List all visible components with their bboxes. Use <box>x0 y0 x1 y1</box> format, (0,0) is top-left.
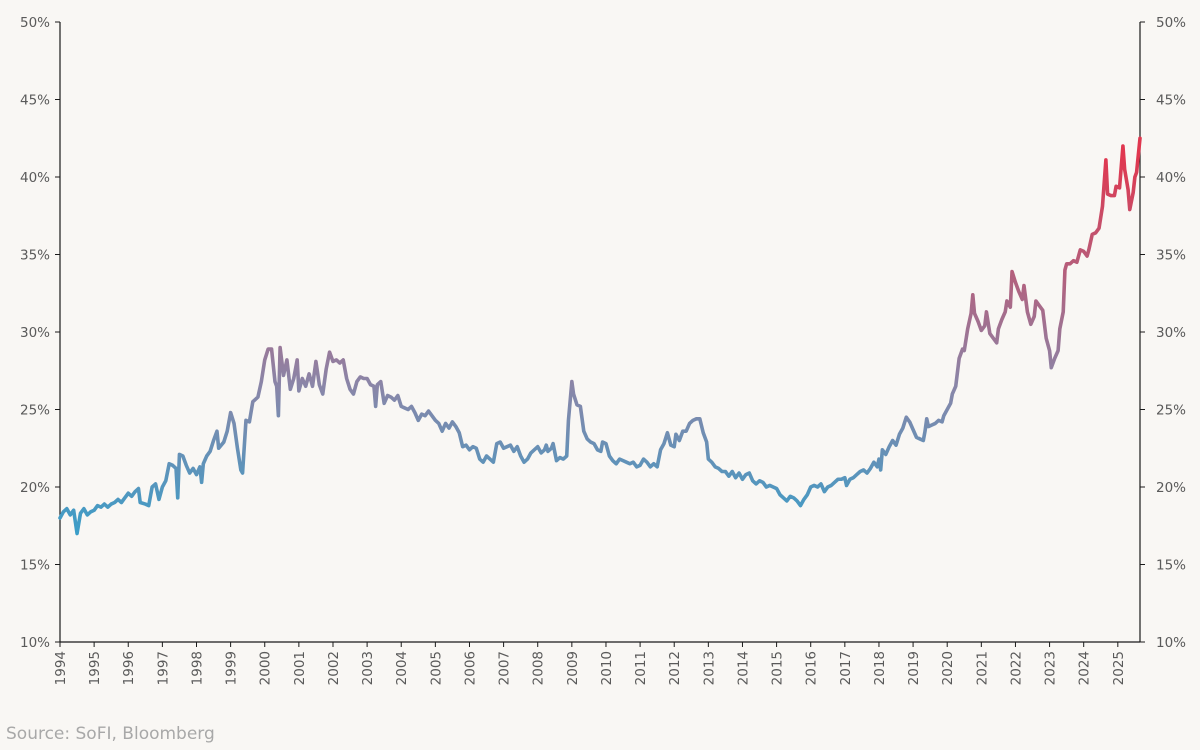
y-tick-label-left: 20% <box>20 480 50 496</box>
y-tick-label-right: 15% <box>1156 558 1186 574</box>
x-tick-label: 2013 <box>701 651 717 685</box>
x-tick-label: 2014 <box>735 651 751 685</box>
y-tick-label-left: 15% <box>20 558 50 574</box>
x-tick-label: 2002 <box>326 651 342 685</box>
x-tick-label: 2018 <box>872 651 888 685</box>
x-tick-label: 2010 <box>599 651 615 685</box>
x-tick-label: 2003 <box>360 651 376 685</box>
x-tick-label: 1996 <box>121 651 137 685</box>
x-tick-label: 2000 <box>258 651 274 685</box>
x-tick-label: 2012 <box>667 651 683 685</box>
y-axis-left: 10% 15% 20% 25% 30% 35% 40% 45% 50% <box>20 15 60 651</box>
y-tick-label-right: 45% <box>1156 93 1186 109</box>
y-tick-label-right: 30% <box>1156 325 1186 341</box>
y-tick-label-left: 40% <box>20 170 50 186</box>
x-tick-label: 2001 <box>292 651 308 685</box>
x-tick-label: 2004 <box>394 651 410 685</box>
x-tick-label: 2021 <box>974 651 990 685</box>
x-tick-label: 1994 <box>53 651 69 685</box>
x-tick-label: 2024 <box>1077 651 1093 685</box>
x-tick-label: 1999 <box>224 651 240 685</box>
y-tick-label-left: 10% <box>20 635 50 651</box>
x-tick-label: 1995 <box>87 651 103 685</box>
x-tick-label: 1997 <box>155 651 171 685</box>
y-tick-label-right: 35% <box>1156 248 1186 264</box>
x-tick-label: 2015 <box>770 651 786 685</box>
x-tick-label: 1998 <box>189 651 205 685</box>
x-tick-label: 2019 <box>906 651 922 685</box>
x-tick-label: 2022 <box>1008 651 1024 685</box>
series-line <box>58 136 1142 536</box>
x-tick-label: 2025 <box>1111 651 1127 685</box>
source-note: Source: SoFI, Bloomberg <box>6 724 215 744</box>
y-axis-right: 10% 15% 20% 25% 30% 35% 40% 45% 50% <box>1140 15 1186 651</box>
x-tick-label: 2023 <box>1043 651 1059 685</box>
x-tick-label: 2007 <box>497 651 513 685</box>
x-tick-label: 2020 <box>940 651 956 685</box>
x-axis: 1994 1995 1996 1997 1998 1999 2000 2001 2002 2003… <box>53 642 1127 685</box>
y-tick-label-left: 35% <box>20 248 50 264</box>
x-tick-label: 2006 <box>462 651 478 685</box>
x-tick-label: 2016 <box>804 651 820 685</box>
y-tick-label-left: 50% <box>20 15 50 31</box>
y-tick-label-left: 45% <box>20 93 50 109</box>
x-tick-label: 2009 <box>565 651 581 685</box>
x-tick-label: 2011 <box>633 651 649 685</box>
y-tick-label-left: 25% <box>20 403 50 419</box>
y-tick-label-right: 50% <box>1156 15 1186 31</box>
y-tick-label-right: 25% <box>1156 403 1186 419</box>
x-tick-label: 2005 <box>428 651 444 685</box>
y-tick-label-left: 30% <box>20 325 50 341</box>
y-tick-label-right: 10% <box>1156 635 1186 651</box>
y-tick-label-right: 40% <box>1156 170 1186 186</box>
x-tick-label: 2008 <box>531 651 547 685</box>
x-tick-label: 2017 <box>838 651 854 685</box>
y-tick-label-right: 20% <box>1156 480 1186 496</box>
